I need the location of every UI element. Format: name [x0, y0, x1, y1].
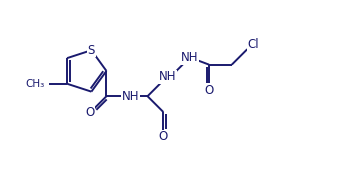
Text: O: O — [204, 84, 214, 97]
Text: CH₃: CH₃ — [26, 79, 45, 89]
Text: NH: NH — [181, 51, 199, 64]
Text: NH: NH — [122, 90, 139, 103]
Text: O: O — [159, 130, 168, 143]
Text: O: O — [85, 106, 94, 119]
Text: S: S — [88, 44, 95, 57]
Text: NH: NH — [159, 70, 176, 83]
Text: Cl: Cl — [247, 38, 259, 51]
